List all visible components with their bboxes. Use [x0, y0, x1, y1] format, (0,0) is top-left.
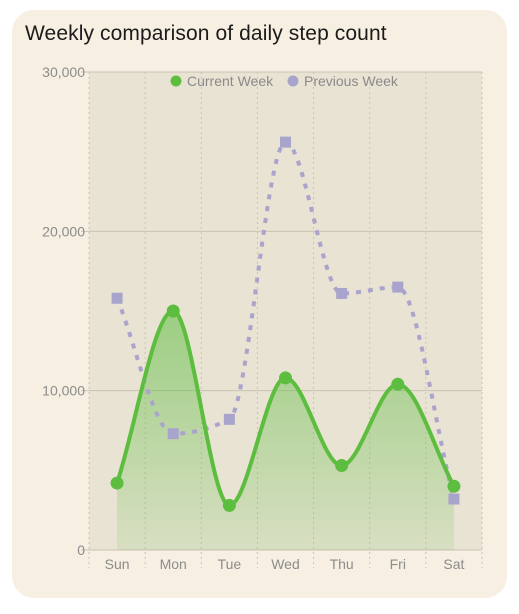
y-tick-label: 0	[77, 542, 85, 558]
previous-week-point	[392, 281, 404, 293]
y-tick-label: 10,000	[42, 383, 85, 399]
current-week-point	[279, 371, 292, 385]
x-tick-label: Tue	[218, 556, 242, 572]
current-week-point	[335, 459, 349, 473]
current-week-area	[117, 311, 454, 550]
current-week-point	[222, 498, 236, 512]
legend-previous-marker	[287, 75, 299, 87]
previous-week-point	[336, 287, 348, 299]
previous-week-point	[111, 292, 123, 304]
axes: 0 10,000 20,000 30,000 Sun Mon Tue Wed Thu Fri Sat	[42, 64, 464, 572]
legend: Current Week Previous Week	[170, 73, 399, 89]
x-tick-label: Sat	[443, 556, 464, 572]
series-markers	[110, 136, 461, 512]
legend-previous-label: Previous Week	[304, 73, 399, 89]
current-week-point	[391, 377, 405, 391]
current-week-point	[166, 304, 180, 318]
x-tick-label: Thu	[330, 556, 354, 572]
x-tick-label: Fri	[390, 556, 406, 572]
x-tick-label: Sun	[105, 556, 130, 572]
y-tick-label: 20,000	[42, 223, 85, 239]
chart-title: Weekly comparison of daily step count	[25, 22, 387, 45]
previous-week-point	[167, 428, 179, 440]
previous-week-point	[280, 136, 291, 148]
series-area	[117, 311, 454, 550]
current-week-point	[447, 479, 461, 493]
legend-current-marker	[170, 75, 182, 87]
previous-week-point	[223, 413, 235, 425]
legend-current-label: Current Week	[187, 73, 274, 89]
x-tick-label: Wed	[271, 556, 300, 572]
previous-week-point	[448, 493, 460, 505]
y-tick-label: 30,000	[42, 64, 85, 80]
x-tick-label: Mon	[160, 556, 187, 572]
current-week-point	[110, 476, 124, 490]
